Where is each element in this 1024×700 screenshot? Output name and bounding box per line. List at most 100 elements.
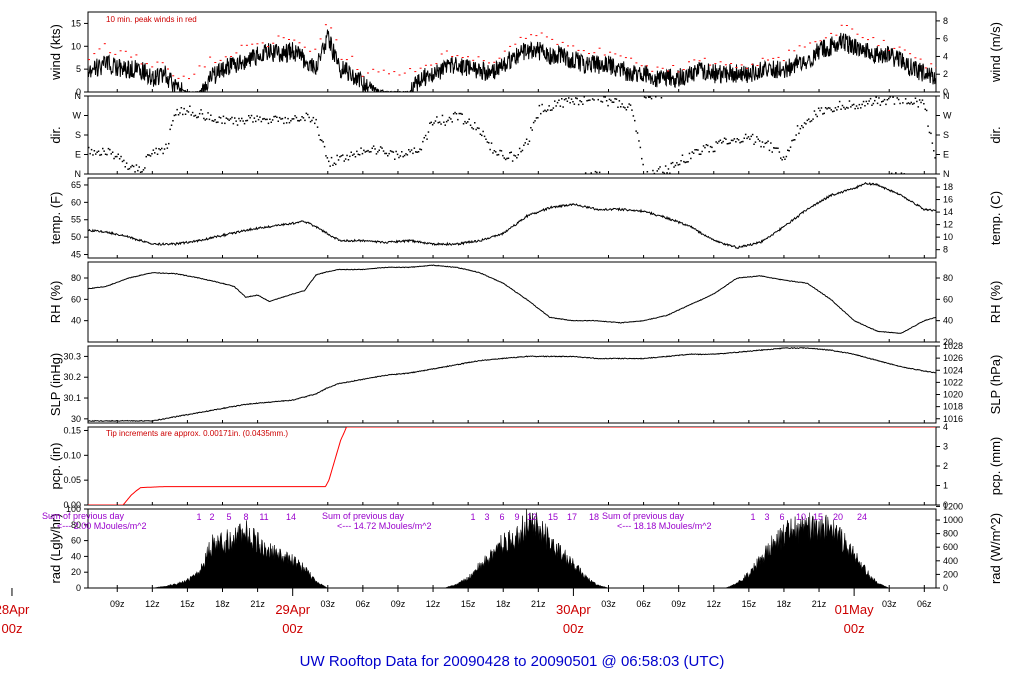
- direction-point: [120, 155, 122, 158]
- peak-mark: [261, 42, 264, 44]
- direction-point: [540, 112, 542, 115]
- x-tick-label: 06z: [917, 599, 932, 609]
- direction-point: [874, 99, 876, 102]
- time-axis: 09z 12z 15z 18z 21z 03z 06z 09z 12z 15z 18z 21z 03z 0…: [0, 588, 932, 636]
- right-tick-label: 16: [943, 195, 953, 205]
- direction-point: [869, 97, 872, 100]
- direction-point: [457, 118, 459, 121]
- direction-point: [768, 149, 771, 152]
- direction-point: [773, 147, 775, 149]
- direction-point: [100, 153, 103, 156]
- direction-point: [375, 153, 378, 155]
- direction-point: [96, 151, 98, 153]
- direction-point: [385, 152, 388, 155]
- direction-point: [694, 149, 696, 151]
- direction-point: [308, 116, 310, 119]
- direction-point: [391, 150, 393, 153]
- direction-point: [340, 155, 343, 157]
- panel-rh: 40 60 80 20 40 60 80 RH (%) RH (%): [48, 261, 1003, 347]
- direction-point: [924, 108, 926, 110]
- direction-point: [541, 103, 543, 106]
- direction-point: [218, 116, 220, 118]
- peak-mark: [345, 59, 348, 61]
- direction-point: [881, 101, 883, 103]
- direction-point: [131, 164, 133, 167]
- direction-point: [680, 160, 682, 162]
- direction-point: [751, 133, 754, 136]
- direction-point: [236, 124, 239, 126]
- direction-point: [728, 142, 730, 145]
- direction-point: [545, 110, 548, 113]
- peak-mark: [119, 50, 122, 52]
- direction-point: [712, 150, 715, 153]
- direction-point: [170, 124, 173, 126]
- peak-mark: [740, 64, 743, 66]
- direction-point: [486, 141, 489, 143]
- direction-point: [161, 147, 163, 150]
- direction-point: [461, 113, 463, 115]
- direction-point: [538, 104, 541, 107]
- tip-note: Tip increments are approx. 0.00171in. (0…: [106, 429, 288, 438]
- direction-point: [483, 135, 486, 138]
- direction-point: [565, 98, 567, 100]
- peak-mark: [524, 37, 527, 39]
- direction-point: [472, 128, 475, 130]
- direction-point: [690, 157, 692, 160]
- direction-point: [116, 155, 118, 158]
- direction-point: [796, 125, 799, 127]
- direction-point: [179, 112, 181, 114]
- direction-point: [88, 146, 90, 149]
- direction-point: [492, 152, 494, 154]
- peak-mark: [651, 70, 654, 72]
- x-tick-label: 18z: [496, 599, 511, 609]
- direction-point: [650, 97, 653, 100]
- right-axis-title: dir.: [988, 126, 1003, 143]
- direction-point: [509, 152, 511, 154]
- direction-point: [876, 102, 879, 105]
- x-tick-label: 18z: [777, 599, 792, 609]
- direction-point: [121, 160, 124, 163]
- direction-point: [598, 171, 601, 174]
- direction-point: [166, 147, 169, 149]
- direction-point: [127, 168, 129, 170]
- direction-point: [534, 120, 536, 122]
- peak-mark: [582, 50, 585, 52]
- direction-point: [248, 115, 250, 117]
- direction-point: [627, 106, 629, 108]
- direction-point: [886, 99, 889, 101]
- direction-point: [524, 142, 526, 144]
- direction-point: [671, 161, 674, 164]
- x-tick-label: 03z: [321, 599, 336, 609]
- direction-point: [417, 151, 420, 153]
- direction-point: [634, 119, 636, 122]
- direction-point: [270, 121, 272, 123]
- hour-marker: 15: [548, 512, 558, 522]
- direction-point: [639, 146, 642, 149]
- peak-mark: [267, 46, 269, 48]
- day-date-label: 01May: [835, 602, 875, 617]
- series-temp: [88, 181, 936, 250]
- peak-mark: [514, 43, 517, 45]
- direction-point: [854, 107, 856, 110]
- direction-point: [909, 103, 911, 105]
- direction-point: [716, 142, 719, 144]
- direction-point: [806, 119, 809, 122]
- right-tick-label: 200: [943, 569, 958, 579]
- direction-point: [124, 166, 126, 168]
- direction-point: [882, 100, 884, 102]
- peak-mark: [172, 75, 175, 77]
- direction-point: [920, 101, 922, 104]
- peak-mark: [782, 60, 785, 62]
- peak-mark: [214, 62, 217, 63]
- direction-point: [412, 152, 414, 155]
- direction-point: [829, 107, 831, 109]
- direction-point: [451, 121, 453, 123]
- direction-point: [883, 98, 886, 101]
- peak-mark: [230, 56, 233, 57]
- direction-point: [687, 161, 689, 163]
- day-date-label: 28Apr: [0, 602, 30, 617]
- direction-point: [482, 130, 484, 133]
- direction-point: [761, 141, 764, 143]
- left-tick-label: N: [75, 91, 82, 101]
- direction-point: [250, 114, 253, 117]
